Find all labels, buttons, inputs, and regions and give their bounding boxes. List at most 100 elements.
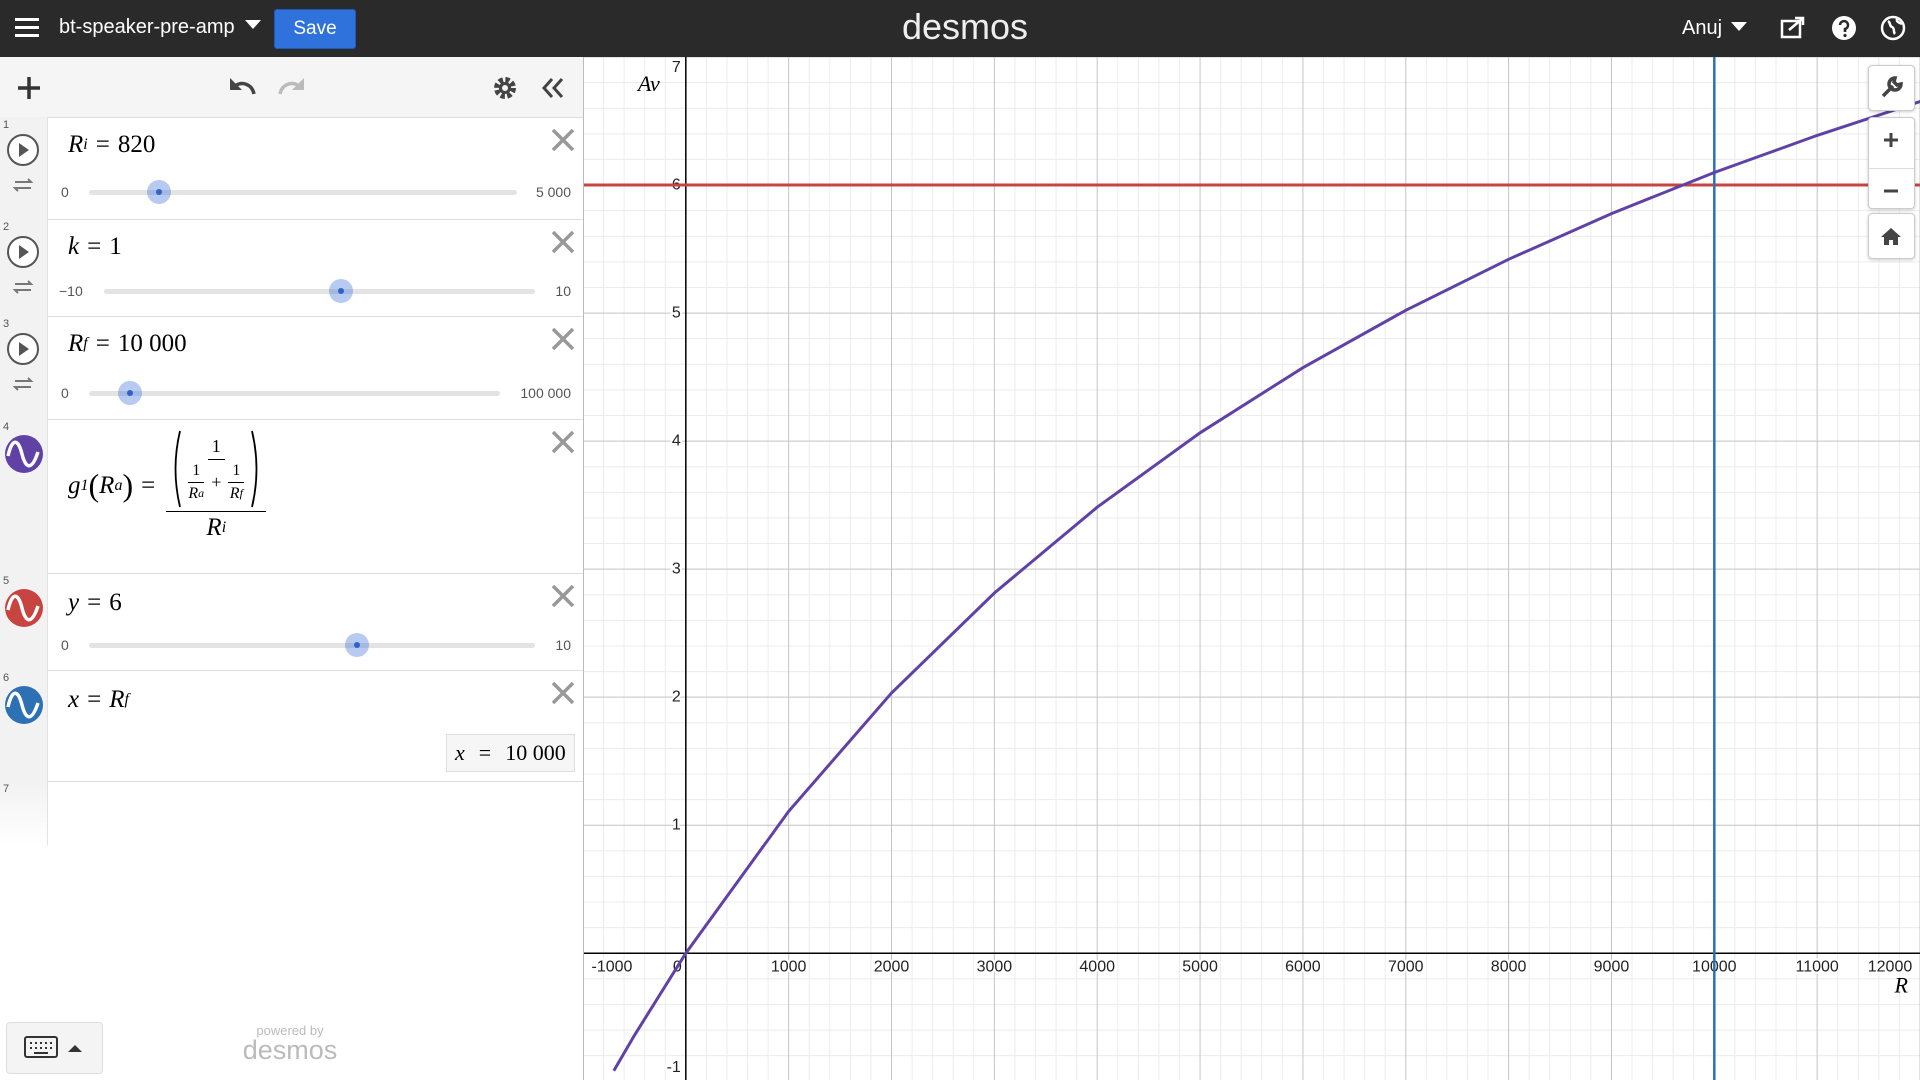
subscript: 1 xyxy=(80,476,89,494)
y-tick-label: 5 xyxy=(672,304,681,321)
slider-handle[interactable] xyxy=(329,279,354,303)
save-button[interactable]: Save xyxy=(274,9,356,49)
y-tick-label: 1 xyxy=(672,816,681,833)
variable: R xyxy=(188,484,199,502)
variable: R xyxy=(68,330,84,357)
graph-title[interactable]: bt-speaker-pre-amp xyxy=(59,16,235,38)
row-number: 5 xyxy=(3,575,10,587)
graph-color-icon[interactable] xyxy=(4,685,44,725)
add-button[interactable] xyxy=(17,76,41,100)
title-dropdown[interactable] xyxy=(245,20,261,30)
delete-button[interactable] xyxy=(550,127,576,153)
expression-row[interactable]: 7 xyxy=(0,781,583,845)
value: 1 xyxy=(109,233,122,260)
variable: R xyxy=(99,471,115,499)
menu-button[interactable] xyxy=(15,17,39,39)
numerator: 1 xyxy=(228,462,245,483)
value: 10 000 xyxy=(505,740,566,765)
help-button[interactable] xyxy=(1831,15,1857,41)
settings-button[interactable] xyxy=(492,75,518,101)
row-gutter xyxy=(0,117,48,219)
expression-math: y = 6 xyxy=(68,589,122,617)
x-tick-label: 7000 xyxy=(1388,958,1424,975)
play-button[interactable] xyxy=(6,332,42,402)
row-gutter xyxy=(0,781,48,845)
user-menu[interactable]: Anuj xyxy=(1682,17,1723,39)
wrench-icon xyxy=(1881,76,1903,98)
x-tick-label: 3000 xyxy=(977,958,1013,975)
delete-button[interactable] xyxy=(550,429,576,455)
paren-right xyxy=(251,430,258,508)
delete-button[interactable] xyxy=(550,583,576,609)
user-dropdown[interactable] xyxy=(1731,22,1747,32)
paren-left xyxy=(174,430,182,508)
slider-handle[interactable] xyxy=(147,180,172,204)
slider-handle[interactable] xyxy=(118,381,143,405)
x-tick-label: -1000 xyxy=(592,958,633,975)
slider-track[interactable] xyxy=(89,391,500,396)
x-tick-label: 5000 xyxy=(1182,958,1218,975)
zoom-out-button[interactable] xyxy=(1869,168,1914,213)
expression-row[interactable]: 5 y = 6 0 10 xyxy=(0,573,583,671)
slider-min: 0 xyxy=(61,184,69,200)
paren: ) xyxy=(122,467,134,503)
curve xyxy=(612,100,1920,1072)
graph-settings-button[interactable] xyxy=(1868,65,1915,111)
variable: x xyxy=(68,686,80,713)
paren: ( xyxy=(88,467,100,503)
play-button[interactable] xyxy=(6,133,42,203)
evaluation: x = 10 000 xyxy=(446,734,575,772)
slider-handle[interactable] xyxy=(344,633,369,657)
slider-track[interactable] xyxy=(89,643,535,648)
slider-max: 10 xyxy=(555,283,571,299)
variable: R xyxy=(109,686,125,713)
collapse-button[interactable] xyxy=(541,77,565,99)
subscript: f xyxy=(83,335,88,352)
y-tick-label: 3 xyxy=(672,560,681,577)
x-tick-label: 9000 xyxy=(1594,958,1630,975)
expression-row[interactable]: 2 k = 1 −10 10 xyxy=(0,219,583,317)
graph-color-icon[interactable] xyxy=(4,588,44,628)
zoom-in-button[interactable] xyxy=(1869,118,1914,163)
variable: x xyxy=(455,740,465,765)
graph-color-icon[interactable] xyxy=(4,434,44,474)
operator: = xyxy=(95,131,110,158)
delete-button[interactable] xyxy=(550,326,576,352)
numerator: 1 xyxy=(207,436,225,460)
delete-button[interactable] xyxy=(550,680,576,706)
row-number: 1 xyxy=(3,119,10,131)
redo-button[interactable] xyxy=(276,74,306,98)
row-number: 4 xyxy=(3,421,10,433)
variable: y xyxy=(68,589,80,616)
delete-button[interactable] xyxy=(550,229,576,255)
slider-min: 0 xyxy=(61,385,69,401)
x-tick-label: 4000 xyxy=(1079,958,1115,975)
zoom-controls xyxy=(1868,117,1915,213)
undo-button[interactable] xyxy=(228,74,258,98)
home-button[interactable] xyxy=(1868,213,1915,259)
slider-track[interactable] xyxy=(89,190,517,195)
logo: desmos xyxy=(901,6,1029,47)
powered-by: powered by xyxy=(256,1023,324,1038)
operator: = xyxy=(87,233,102,260)
language-button[interactable] xyxy=(1880,15,1906,41)
graph-paper[interactable]: -1000 0 1000 2000 3000 4000 5000 6000 7000 8000 90… xyxy=(584,57,1920,1080)
play-button[interactable] xyxy=(6,235,42,305)
operator: = xyxy=(87,686,102,713)
keyboard-button[interactable] xyxy=(6,1022,103,1074)
row-number: 3 xyxy=(3,318,10,330)
share-button[interactable] xyxy=(1780,15,1806,39)
subscript: f xyxy=(239,486,243,500)
home-icon xyxy=(1881,228,1901,245)
toolbar xyxy=(0,57,583,118)
slider-track[interactable] xyxy=(104,289,535,294)
